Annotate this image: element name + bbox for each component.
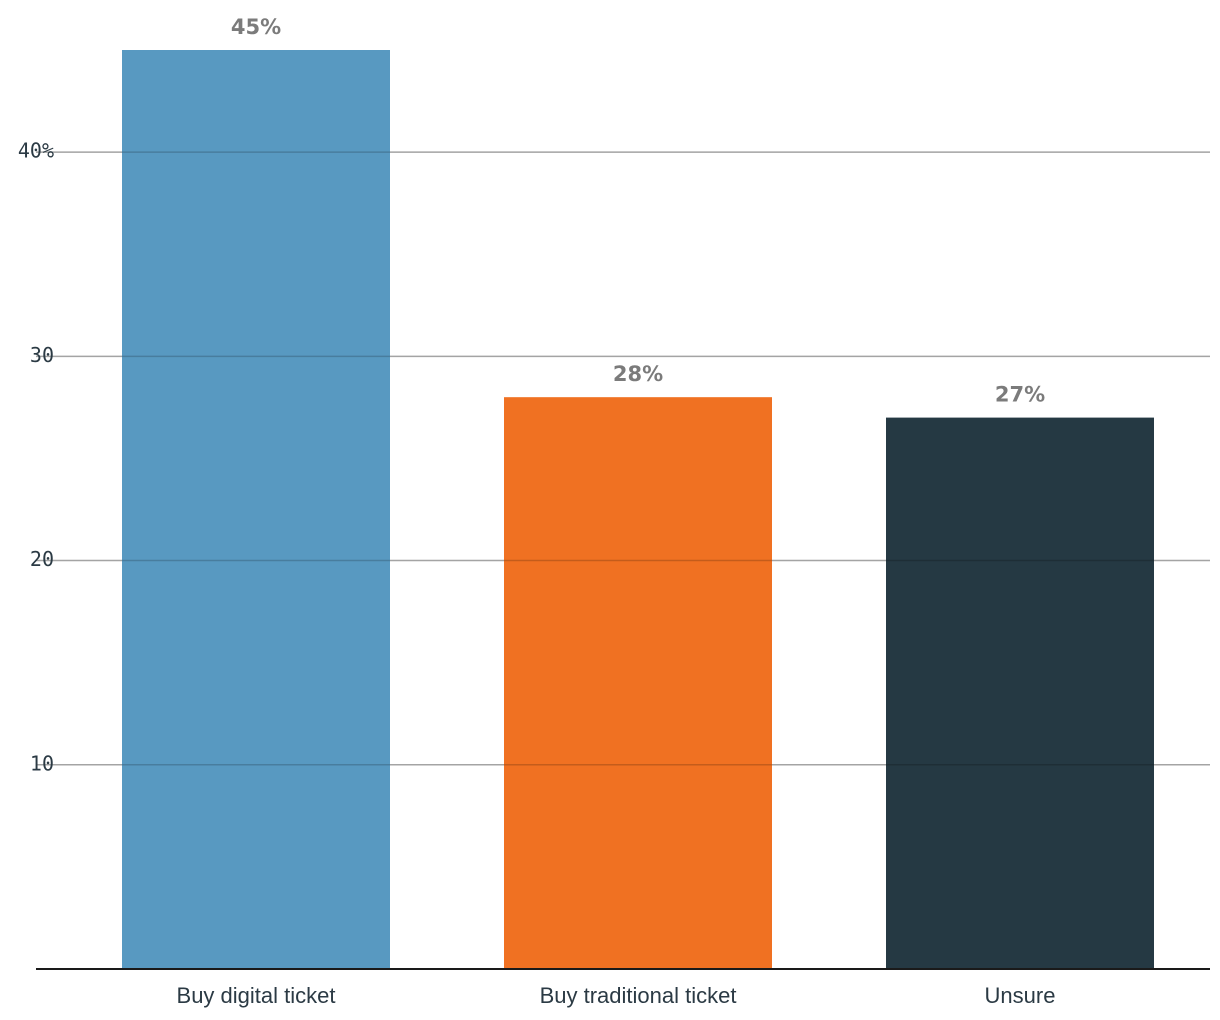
bars xyxy=(122,50,1154,970)
y-tick-label: 30 xyxy=(30,343,54,367)
x-tick-label: Unsure xyxy=(985,983,1056,1008)
y-tick-label: 40% xyxy=(18,139,54,163)
data-label: 27% xyxy=(995,383,1045,407)
data-label: 45% xyxy=(231,15,281,39)
x-tick-label: Buy digital ticket xyxy=(177,983,336,1008)
y-tick-label: 10 xyxy=(30,751,54,775)
x-tick-label: Buy traditional ticket xyxy=(540,983,737,1008)
labels: 10 20 30 40% 45% Buy digital ticket 28% Buy tra… xyxy=(18,15,1056,1008)
gridline-overlay xyxy=(36,151,1210,766)
bar xyxy=(886,417,1154,970)
bar xyxy=(122,50,390,969)
bar xyxy=(504,397,772,970)
data-label: 28% xyxy=(613,362,663,386)
y-tick-label: 20 xyxy=(30,547,54,571)
